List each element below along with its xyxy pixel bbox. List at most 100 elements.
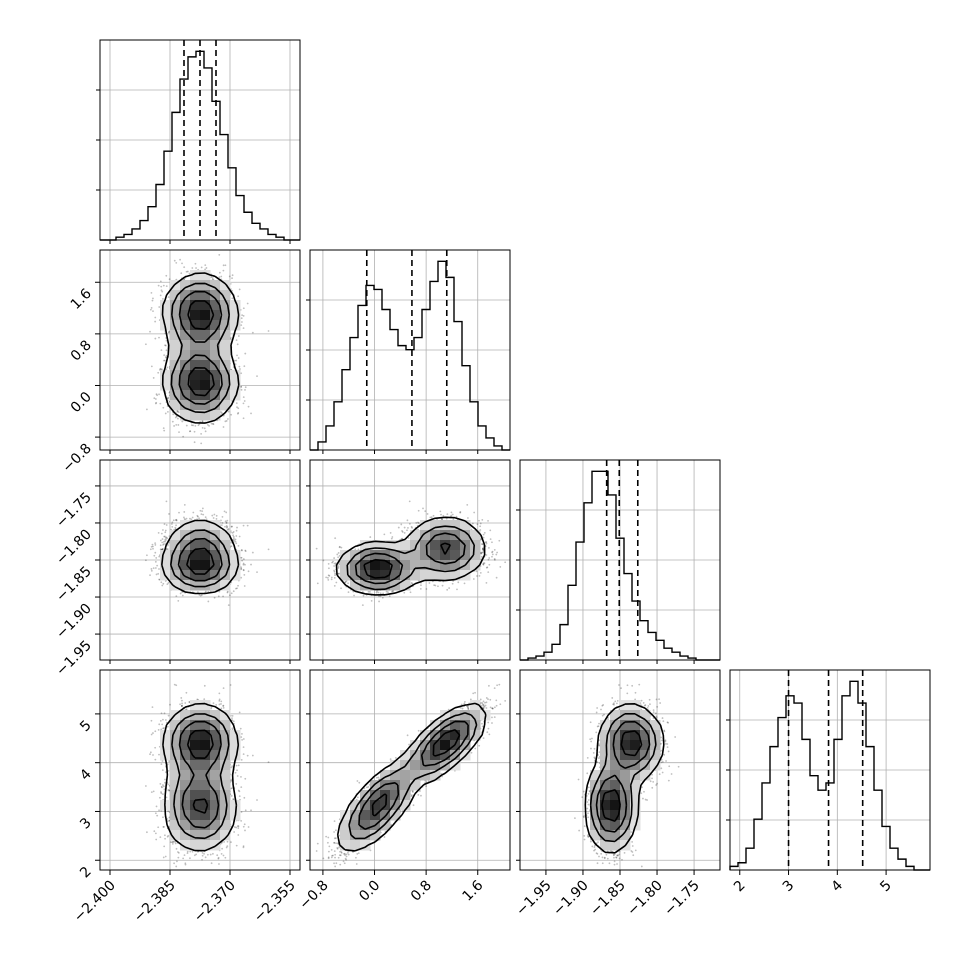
sample-point	[168, 278, 171, 281]
density-cell	[410, 530, 421, 541]
sample-point	[644, 798, 647, 801]
sample-point	[183, 511, 186, 513]
density-cell	[170, 380, 181, 391]
density-cell	[620, 710, 631, 721]
density-cell	[210, 350, 221, 361]
density-cell	[420, 730, 431, 741]
sample-point	[158, 555, 161, 558]
y-tick-label: 1.6	[68, 286, 95, 313]
density-cell	[160, 560, 171, 571]
sample-point	[185, 424, 188, 427]
density-cell	[360, 800, 371, 811]
sample-point	[583, 834, 586, 837]
contour-line	[161, 272, 240, 424]
density-cell	[630, 720, 641, 731]
x-tick-label: −2.400	[71, 878, 119, 926]
sample-point	[152, 377, 155, 379]
sample-point	[162, 284, 165, 287]
sample-point	[325, 576, 328, 579]
density-cell	[160, 300, 171, 311]
panel-frame	[309, 669, 511, 871]
sample-point	[228, 594, 231, 597]
sample-point	[189, 517, 191, 520]
sample-point	[165, 500, 168, 503]
sample-point	[157, 826, 160, 829]
density-cell	[200, 290, 211, 301]
sample-point	[647, 705, 650, 707]
sample-point	[340, 546, 343, 549]
sample-point	[240, 568, 243, 571]
sample-point	[344, 580, 347, 583]
sample-point	[176, 851, 179, 853]
sample-point	[467, 706, 469, 709]
sample-point	[222, 854, 225, 857]
density-cell	[210, 570, 221, 581]
density-cell	[600, 840, 611, 851]
sample-point	[332, 854, 334, 857]
sample-point	[478, 519, 480, 522]
sample-point	[480, 552, 482, 555]
sample-point	[240, 811, 243, 813]
sample-point	[353, 594, 355, 597]
sample-point	[244, 389, 246, 391]
sample-point	[152, 754, 154, 756]
sample-point	[205, 518, 208, 521]
sample-point	[185, 517, 188, 520]
sample-point	[634, 698, 637, 701]
density-cell	[230, 560, 241, 571]
sample-point	[652, 711, 655, 714]
sample-point	[163, 354, 166, 357]
density-cell	[200, 700, 211, 711]
sample-point	[664, 742, 667, 745]
sample-point	[522, 560, 524, 562]
sample-point	[422, 507, 424, 510]
sample-point	[591, 737, 593, 740]
sample-point	[167, 714, 170, 717]
sample-point	[334, 562, 337, 565]
sample-point	[339, 850, 341, 853]
sample-point	[173, 259, 176, 262]
density-cell	[210, 830, 221, 841]
sample-point	[150, 733, 153, 736]
sample-point	[605, 853, 608, 856]
y-tick-label: −1.80	[53, 526, 95, 568]
y-tick-label: 5	[77, 717, 95, 735]
density-cell	[210, 310, 221, 321]
sample-point	[153, 554, 156, 557]
sample-point	[162, 427, 165, 430]
sample-point	[677, 765, 680, 768]
sample-point	[586, 801, 589, 803]
sample-point	[594, 848, 597, 851]
sample-point	[196, 514, 199, 517]
sample-point	[165, 548, 168, 551]
density-cell	[170, 800, 181, 811]
sample-point	[239, 727, 242, 730]
sample-point	[152, 547, 154, 550]
density-cell	[170, 740, 181, 751]
sample-point	[163, 825, 165, 828]
sample-point	[466, 705, 469, 708]
sample-point	[231, 532, 234, 534]
sample-point	[663, 729, 666, 732]
sample-point	[643, 790, 645, 793]
density-cell	[190, 840, 201, 851]
sample-point	[654, 712, 657, 715]
sample-point	[476, 575, 478, 577]
sample-point	[493, 716, 496, 719]
sample-point	[231, 719, 233, 721]
sample-point	[582, 816, 585, 819]
sample-point	[159, 539, 162, 542]
sample-point	[649, 780, 652, 783]
sample-point	[150, 569, 153, 572]
sample-point	[476, 523, 479, 526]
density-cell	[190, 550, 201, 561]
sample-point	[367, 786, 370, 788]
sample-point	[192, 511, 195, 514]
sample-point	[598, 722, 600, 725]
density-cell	[370, 570, 381, 581]
sample-point	[381, 596, 384, 599]
sample-point	[247, 405, 250, 408]
density-cell	[370, 830, 381, 841]
sample-point	[428, 582, 431, 584]
density-cell	[220, 800, 231, 811]
